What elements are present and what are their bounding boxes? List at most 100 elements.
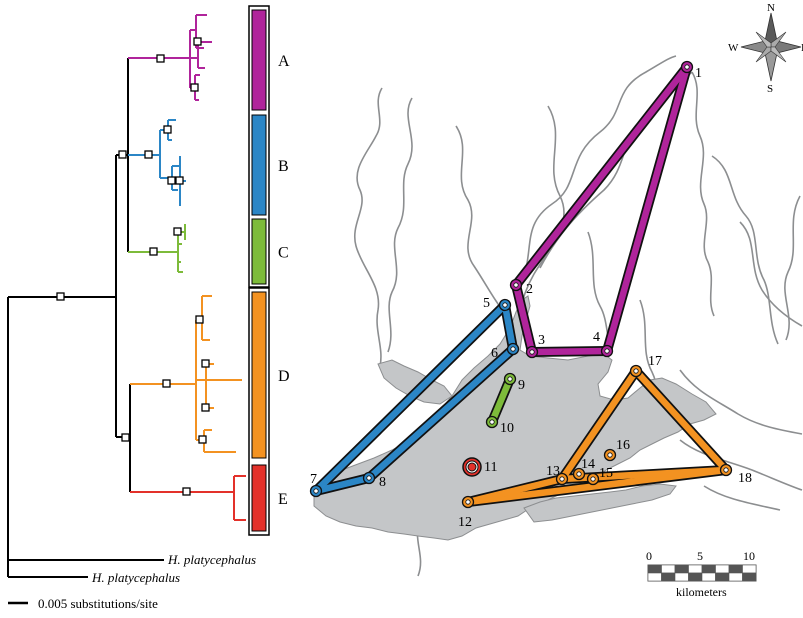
compass-n-label: N [767,2,775,14]
scalebar-tick-5: 5 [697,549,703,563]
clade-bar-e [251,464,267,532]
node-support-markers [56,37,210,496]
site-link-5-6 [501,301,517,353]
river-northeast [691,71,715,317]
site-label-14: 14 [581,457,595,472]
node-marker [149,247,158,256]
site-7: 7 [309,472,323,498]
node-marker [173,227,182,236]
river-east-2 [739,221,803,327]
scalebar-cell [742,564,757,574]
scalebar-cell [661,564,676,574]
node-marker [56,292,65,301]
site-link-8-7 [312,474,373,495]
node-marker [201,359,210,368]
site-9: 9 [503,372,525,393]
river-upper-west [455,125,505,313]
scalebar-unit: kilometers [676,585,727,599]
compass-se-point [770,46,787,63]
scalebar-cell [701,564,716,574]
site-2: 2 [509,278,533,297]
node-marker [198,435,207,444]
river-south-3 [679,439,803,491]
site-label-18: 18 [738,471,752,486]
site-label-4: 4 [593,330,600,345]
river-north-2 [539,71,693,269]
site-4: 4 [593,330,614,358]
site-6: 6 [491,342,520,361]
scalebar-cell [715,572,730,582]
clade-a-mid [190,41,212,69]
phylogenetic-tree: H. platycephalus H. platycephalus 0.005 … [7,14,256,611]
clade-label-a: A [278,53,290,70]
site-label-9: 9 [518,378,525,393]
site-17: 17 [629,354,662,378]
clade-e-tips [234,475,246,521]
site-link-3-4 [528,347,611,356]
tree-scale-label: 0.005 substitutions/site [38,596,158,611]
site-link-9-10 [488,375,514,426]
node-marker [190,83,199,92]
compass-s-label: S [767,83,773,95]
site-10: 10 [485,415,514,436]
site-13: 13 [546,464,569,486]
clade-bars: A B C D E [248,5,290,536]
site-16: 16 [603,438,630,462]
river-south-4 [703,485,781,511]
scalebar-cell [715,564,730,574]
node-marker [201,403,210,412]
site-12: 12 [458,495,475,530]
scalebar-tick-10: 10 [743,549,755,563]
site-label-7: 7 [310,472,317,487]
node-marker [195,315,204,324]
node-marker [182,487,191,496]
clade-bar-c [251,218,267,285]
site-18: 18 [719,463,752,486]
site-link-6-8 [365,345,517,482]
node-marker [121,433,130,442]
clade-a-top [190,14,207,49]
outgroup-label-2: H. platycephalus [91,570,180,585]
site-link-13-17 [558,367,640,483]
site-label-11: 11 [484,460,497,475]
clade-bar-frame-upper [248,5,270,288]
clade-b-branches [128,119,186,206]
site-label-10: 10 [500,421,514,436]
scalebar-cell [728,572,743,582]
node-marker [162,379,171,388]
site-link-17-18 [632,367,730,474]
scalebar-cell [688,564,703,574]
site-5: 5 [483,296,512,312]
site-label-13: 13 [546,464,560,479]
site-label-12: 12 [458,515,472,530]
clade-label-d: D [278,368,290,385]
clade-label-b: B [278,158,289,175]
reservoir [313,295,717,541]
site-label-1: 1 [695,66,702,81]
clade-bar-b [251,114,267,216]
site-11: 11 [462,457,497,477]
clade-d-mid [196,363,242,409]
outgroup-label-1: H. platycephalus [167,552,256,567]
reservoir-arm-south [523,483,677,523]
node-marker [193,37,202,46]
clade-bar-d [251,291,267,459]
node-marker [167,176,176,185]
scalebar-cell [647,572,662,582]
river-east [711,155,779,345]
clade-bar-frame-lower [248,287,270,536]
site-label-5: 5 [483,296,490,311]
clade-e-branches [130,475,246,521]
clade-a-branches [128,14,212,101]
scalebar-cell [661,572,676,582]
clade-label-c: C [278,245,289,262]
site-link-2-3 [512,281,536,356]
river-south-2 [679,369,803,435]
map-scalebar: 0 5 10 kilometers [646,549,757,599]
scalebar-tick-0: 0 [646,549,652,563]
river-left [354,87,383,367]
node-marker [156,54,165,63]
